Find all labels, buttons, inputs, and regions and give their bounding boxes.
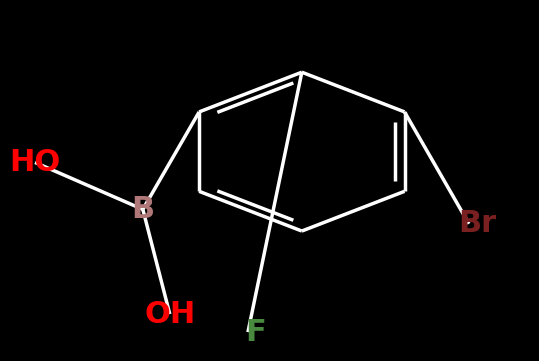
Text: F: F [246, 318, 266, 347]
Text: OH: OH [144, 300, 196, 329]
Text: HO: HO [9, 148, 61, 177]
Text: B: B [132, 195, 154, 224]
Text: Br: Br [458, 209, 496, 238]
